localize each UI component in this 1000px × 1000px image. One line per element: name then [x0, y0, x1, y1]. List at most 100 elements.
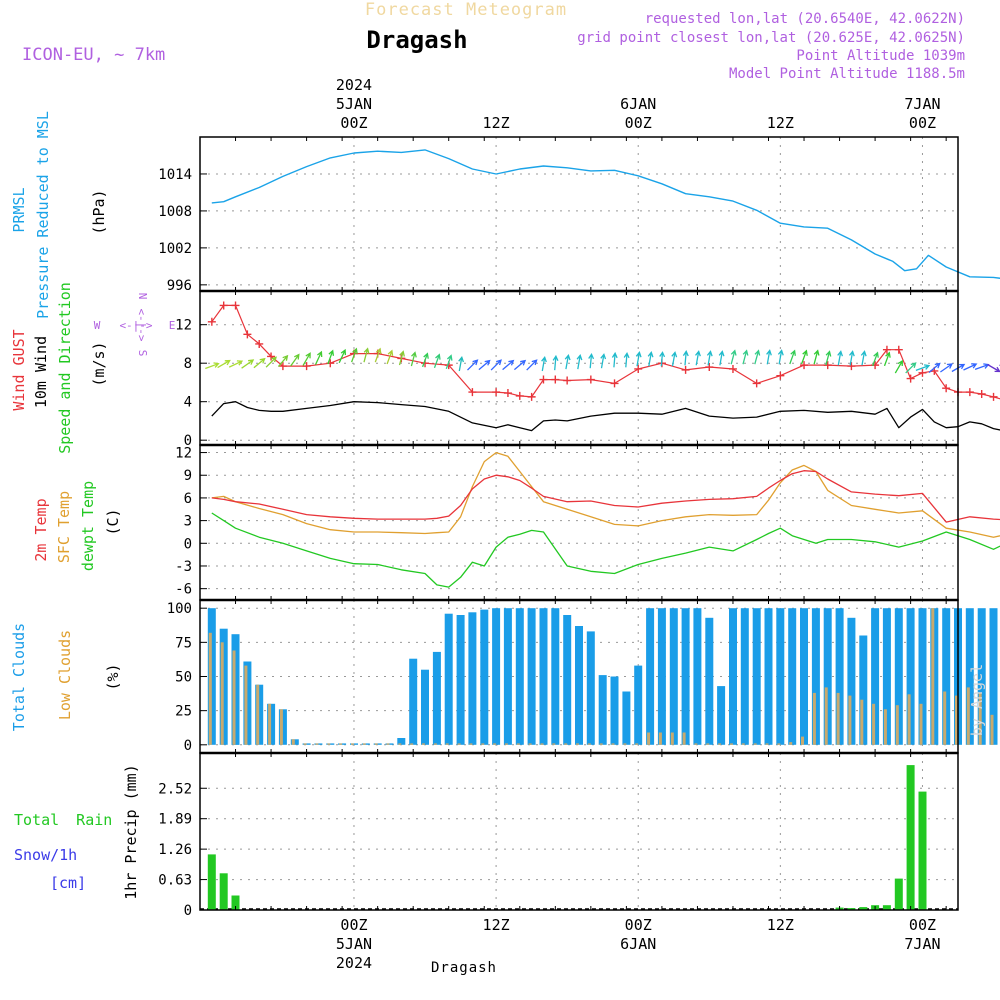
- wind-arrow: [963, 363, 978, 371]
- top-time-label: 12Z: [767, 114, 794, 132]
- total-cloud-bar: [598, 675, 607, 745]
- low-cloud-bar: [931, 608, 935, 745]
- wind-arrow: [513, 359, 527, 371]
- y-tick-label: 0: [184, 738, 192, 754]
- wind-arrow: [478, 359, 491, 371]
- wind-arrow: [205, 362, 220, 370]
- celsius-label: (C): [104, 508, 122, 535]
- total-cloud-bar: [575, 626, 583, 745]
- gust-marker: [752, 379, 761, 388]
- axis-ticks: 99610021008101404812-6-30369120255075100…: [158, 76, 947, 972]
- low-cloud-bar: [516, 743, 520, 745]
- y-tick-label: 0.63: [158, 873, 192, 889]
- wind-arrow: [754, 349, 761, 365]
- low-cloud-bar: [457, 743, 461, 745]
- wind-arrow: [894, 359, 903, 374]
- temp-labels: 2m Temp SFC Temp dewpt Temp (C): [32, 481, 122, 571]
- total-cloud-bar: [918, 608, 927, 745]
- y-tick-label: -3: [175, 559, 192, 575]
- top-time-label: 12Z: [483, 114, 510, 132]
- compass-rose: N <-|-> S W <-|-> E: [94, 293, 176, 357]
- gust-marker: [800, 361, 809, 370]
- low-cloud-bar: [528, 743, 532, 745]
- wind-arrow: [659, 351, 666, 367]
- total-cloud-bar: [693, 608, 702, 745]
- total-cloud-bar: [669, 608, 678, 745]
- precip-bar: [894, 878, 903, 910]
- low-cloud-bar: [504, 743, 508, 745]
- wind-arrow: [421, 352, 429, 368]
- low-cloud-bar: [540, 743, 544, 745]
- bottom-time-label: 00Z: [340, 916, 367, 934]
- wind-arrow: [730, 349, 737, 365]
- percent-label: (%): [104, 663, 122, 690]
- panel-frame: [199, 136, 959, 292]
- total-cloud-bar: [977, 608, 986, 745]
- total-cloud-bar: [586, 631, 595, 745]
- low-cloud-bar: [315, 743, 319, 745]
- y-tick-label: 1.26: [158, 842, 192, 858]
- wind-arrow: [800, 349, 808, 365]
- model-label: ICON-EU, ~ 7km: [22, 45, 165, 65]
- low-cloud-bar: [836, 692, 840, 745]
- total-cloud-bar: [657, 608, 666, 745]
- total-cloud-bar: [788, 608, 797, 745]
- low-cloud-bar: [422, 743, 425, 745]
- prmsl-label: PRMSL: [10, 187, 28, 232]
- wind-arrow: [872, 351, 879, 367]
- low-cloud-bar: [410, 743, 414, 745]
- y-tick-label: 9: [184, 468, 192, 484]
- wind-arrow: [564, 353, 571, 370]
- top-time-label: 6JAN: [620, 95, 656, 113]
- point-altitude: Point Altitude 1039m: [796, 48, 965, 64]
- wind-arrow: [706, 350, 713, 366]
- gust-marker: [942, 384, 951, 393]
- sfctemp-label: SFC Temp: [55, 491, 73, 563]
- wind-arrow: [302, 352, 311, 366]
- temp-2m-line: [211, 470, 1000, 523]
- total-cloud-bar: [823, 608, 832, 745]
- total-cloud-bar: [764, 608, 773, 745]
- wind-arrow: [623, 351, 630, 368]
- gust-marker: [492, 388, 501, 397]
- wind-arrow: [576, 353, 583, 370]
- low-cloud-bar: [647, 732, 651, 745]
- low-cloud-bar: [801, 736, 804, 745]
- title-top: Forecast Meteogram: [365, 0, 567, 20]
- wind-arrow: [350, 347, 358, 363]
- gust-marker: [681, 365, 690, 374]
- total-cloud-bar: [515, 608, 524, 745]
- wind-arrow: [671, 351, 678, 367]
- panel-frame: [199, 444, 959, 601]
- wind-arrow: [635, 351, 642, 367]
- y-tick-label: -6: [175, 582, 192, 598]
- wind-arrow: [228, 360, 244, 368]
- wind-arrow: [398, 350, 405, 366]
- total-cloud-bar: [539, 608, 548, 745]
- low-cloud-bar: [765, 743, 769, 745]
- low-cloud-bar: [433, 743, 437, 745]
- total-cloud-bar: [989, 608, 998, 745]
- total-cloud-bar: [717, 686, 726, 745]
- total-cloud-bar: [563, 615, 572, 745]
- wind-arrow: [718, 350, 725, 366]
- gust-marker: [965, 388, 974, 397]
- y-tick-label: 0: [184, 536, 192, 552]
- precip-axis-label: 1hr Precip (mm): [122, 764, 140, 899]
- cloud-labels: Total Clouds Low Clouds (%): [10, 623, 122, 731]
- gust-marker: [894, 345, 903, 354]
- wind-arrow: [290, 353, 300, 367]
- y-tick-label: 25: [175, 704, 192, 720]
- wind-arrow: [928, 362, 941, 373]
- total-clouds-label: Total Clouds: [10, 623, 28, 731]
- total-cloud-bar: [397, 738, 406, 745]
- bottom-time-label: 00Z: [909, 916, 936, 934]
- low-cloud-bar: [706, 743, 710, 745]
- total-cloud-bar: [847, 617, 856, 745]
- total-cloud-bar: [527, 608, 536, 745]
- gust-marker: [515, 391, 524, 400]
- precip-bar: [207, 854, 216, 910]
- gust-marker: [918, 368, 927, 377]
- wind-arrow: [777, 349, 784, 365]
- low-cloud-bar: [493, 743, 497, 745]
